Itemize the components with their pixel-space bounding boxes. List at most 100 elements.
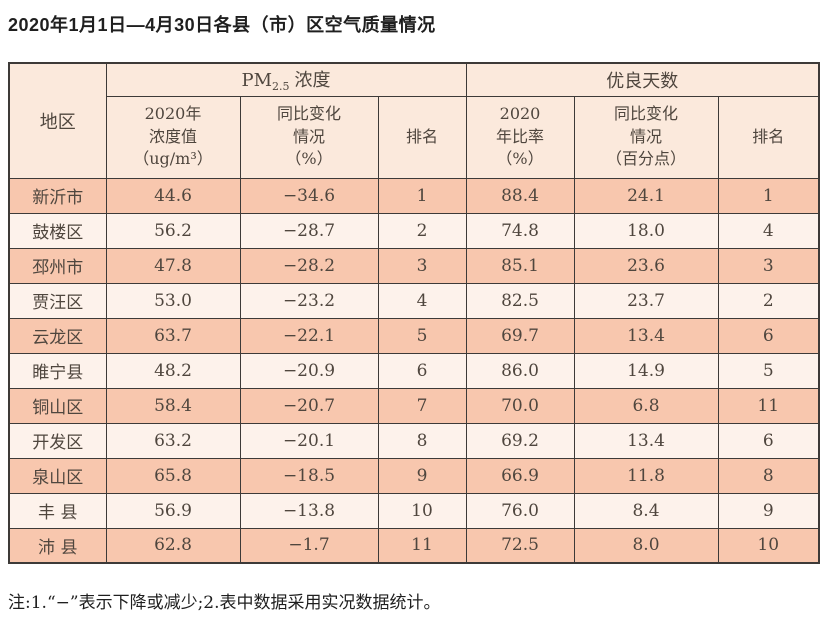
gd-rank-cell: 10 <box>717 527 820 564</box>
gd-ratio-cell: 70.0 <box>465 387 575 424</box>
gd-ratio-cell: 69.7 <box>465 317 575 354</box>
table-row: 睢宁县 48.2 −20.9 6 86.0 14.9 5 <box>8 352 820 389</box>
pm-rank-cell: 3 <box>377 247 467 284</box>
gd-rank-cell: 2 <box>717 282 820 319</box>
pm-rank-cell: 1 <box>377 177 467 214</box>
gd-change-cell: 13.4 <box>573 317 719 354</box>
region-cell: 云龙区 <box>8 317 107 354</box>
pm-change-cell: −28.2 <box>239 247 379 284</box>
pm-value-cell: 56.2 <box>105 212 241 249</box>
pm-rank-cell: 7 <box>377 387 467 424</box>
pm-change-cell: −23.2 <box>239 282 379 319</box>
region-cell: 丰 县 <box>8 492 107 529</box>
gd-ratio-cell: 66.9 <box>465 457 575 494</box>
pm-change-cell: −28.7 <box>239 212 379 249</box>
gd-change-cell: 23.6 <box>573 247 719 284</box>
pm-rank-cell: 5 <box>377 317 467 354</box>
gd-rank-cell: 5 <box>717 352 820 389</box>
table-row: 丰 县 56.9 −13.8 10 76.0 8.4 9 <box>8 492 820 529</box>
column-header-region: 地区 <box>8 62 107 179</box>
pm-change-cell: −13.8 <box>239 492 379 529</box>
gd-change-cell: 14.9 <box>573 352 719 389</box>
header-sub-row: 2020年 浓度值 （ug/m³） 同比变化 情况 （%） 排名 2020 年比… <box>9 95 820 179</box>
pm-change-cell: −18.5 <box>239 457 379 494</box>
table-row: 开发区 63.2 −20.1 8 69.2 13.4 6 <box>8 422 820 459</box>
pm-change-cell: −34.6 <box>239 177 379 214</box>
gd-change-cell: 23.7 <box>573 282 719 319</box>
region-cell: 邳州市 <box>8 247 107 284</box>
column-header-gd-ratio: 2020 年比率 （%） <box>465 95 575 179</box>
gd-rank-cell: 8 <box>717 457 820 494</box>
pm25-label-suffix: 浓度 <box>294 70 331 92</box>
pm-change-cell: −22.1 <box>239 317 379 354</box>
pm-value-cell: 48.2 <box>105 352 241 389</box>
region-cell: 睢宁县 <box>8 352 107 389</box>
gd-rank-cell: 6 <box>717 422 820 459</box>
gd-change-cell: 24.1 <box>573 177 719 214</box>
pm25-label-prefix: PM <box>241 70 273 92</box>
region-cell: 贾汪区 <box>8 282 107 319</box>
table-row: 鼓楼区 56.2 −28.7 2 74.8 18.0 4 <box>8 212 820 249</box>
gd-rank-cell: 9 <box>717 492 820 529</box>
region-cell: 泉山区 <box>8 457 107 494</box>
table-header: 地区 PM2.5 浓度 优良天数 2020年 浓度值 （ug/m³） 同比变化 情… <box>8 62 820 179</box>
gd-rank-cell: 1 <box>717 177 820 214</box>
table-row: 沛 县 62.8 −1.7 11 72.5 8.0 10 <box>8 527 820 564</box>
gd-change-cell: 18.0 <box>573 212 719 249</box>
pm-value-cell: 58.4 <box>105 387 241 424</box>
column-header-pm-rank: 排名 <box>377 95 467 179</box>
pm-change-cell: −1.7 <box>239 527 379 564</box>
pm25-label-subscript: 2.5 <box>272 80 290 94</box>
gd-ratio-cell: 85.1 <box>465 247 575 284</box>
air-quality-table: 地区 PM2.5 浓度 优良天数 2020年 浓度值 （ug/m³） 同比变化 情… <box>8 62 820 564</box>
gd-change-cell: 8.4 <box>573 492 719 529</box>
gd-change-cell: 11.8 <box>573 457 719 494</box>
pm-rank-cell: 8 <box>377 422 467 459</box>
column-header-gd-change: 同比变化 情况 （百分点） <box>573 95 719 179</box>
gd-change-cell: 8.0 <box>573 527 719 564</box>
pm-rank-cell: 2 <box>377 212 467 249</box>
gd-change-cell: 13.4 <box>573 422 719 459</box>
table-body: 新沂市 44.6 −34.6 1 88.4 24.1 1 鼓楼区 56.2 −28.7 2 74.8 1… <box>8 177 820 564</box>
gd-rank-cell: 4 <box>717 212 820 249</box>
table-row: 泉山区 65.8 −18.5 9 66.9 11.8 8 <box>8 457 820 494</box>
gd-ratio-cell: 69.2 <box>465 422 575 459</box>
pm-value-cell: 63.2 <box>105 422 241 459</box>
pm-value-cell: 44.6 <box>105 177 241 214</box>
header-group-row: 地区 PM2.5 浓度 优良天数 <box>8 62 820 179</box>
pm-value-cell: 53.0 <box>105 282 241 319</box>
gd-ratio-cell: 88.4 <box>465 177 575 214</box>
region-cell: 铜山区 <box>8 387 107 424</box>
pm-value-cell: 65.8 <box>105 457 241 494</box>
table-row: 铜山区 58.4 −20.7 7 70.0 6.8 11 <box>8 387 820 424</box>
region-cell: 新沂市 <box>8 177 107 214</box>
pm-rank-cell: 9 <box>377 457 467 494</box>
region-cell: 鼓楼区 <box>8 212 107 249</box>
pm-change-cell: −20.9 <box>239 352 379 389</box>
footnote: 注:1.“−”表示下降或减少;2.表中数据采用实况数据统计。 <box>8 593 441 613</box>
column-group-good-days: 优良天数 <box>465 62 820 97</box>
pm-rank-cell: 6 <box>377 352 467 389</box>
pm-value-cell: 47.8 <box>105 247 241 284</box>
pm-value-cell: 56.9 <box>105 492 241 529</box>
table-row: 新沂市 44.6 −34.6 1 88.4 24.1 1 <box>8 177 820 214</box>
column-header-gd-rank: 排名 <box>717 95 820 179</box>
column-group-pm25: PM2.5 浓度 <box>105 62 467 97</box>
gd-ratio-cell: 72.5 <box>465 527 575 564</box>
table-row: 云龙区 63.7 −22.1 5 69.7 13.4 6 <box>8 317 820 354</box>
region-cell: 开发区 <box>8 422 107 459</box>
gd-change-cell: 6.8 <box>573 387 719 424</box>
pm-change-cell: −20.7 <box>239 387 379 424</box>
gd-rank-cell: 11 <box>717 387 820 424</box>
gd-ratio-cell: 76.0 <box>465 492 575 529</box>
table-row: 贾汪区 53.0 −23.2 4 82.5 23.7 2 <box>8 282 820 319</box>
pm-change-cell: −20.1 <box>239 422 379 459</box>
page-title: 2020年1月1日—4月30日各县（市）区空气质量情况 <box>8 15 436 35</box>
column-header-pm-change: 同比变化 情况 （%） <box>239 95 379 179</box>
pm-rank-cell: 10 <box>377 492 467 529</box>
column-header-pm-value: 2020年 浓度值 （ug/m³） <box>105 95 241 179</box>
pm-value-cell: 62.8 <box>105 527 241 564</box>
pm-rank-cell: 11 <box>377 527 467 564</box>
pm-rank-cell: 4 <box>377 282 467 319</box>
